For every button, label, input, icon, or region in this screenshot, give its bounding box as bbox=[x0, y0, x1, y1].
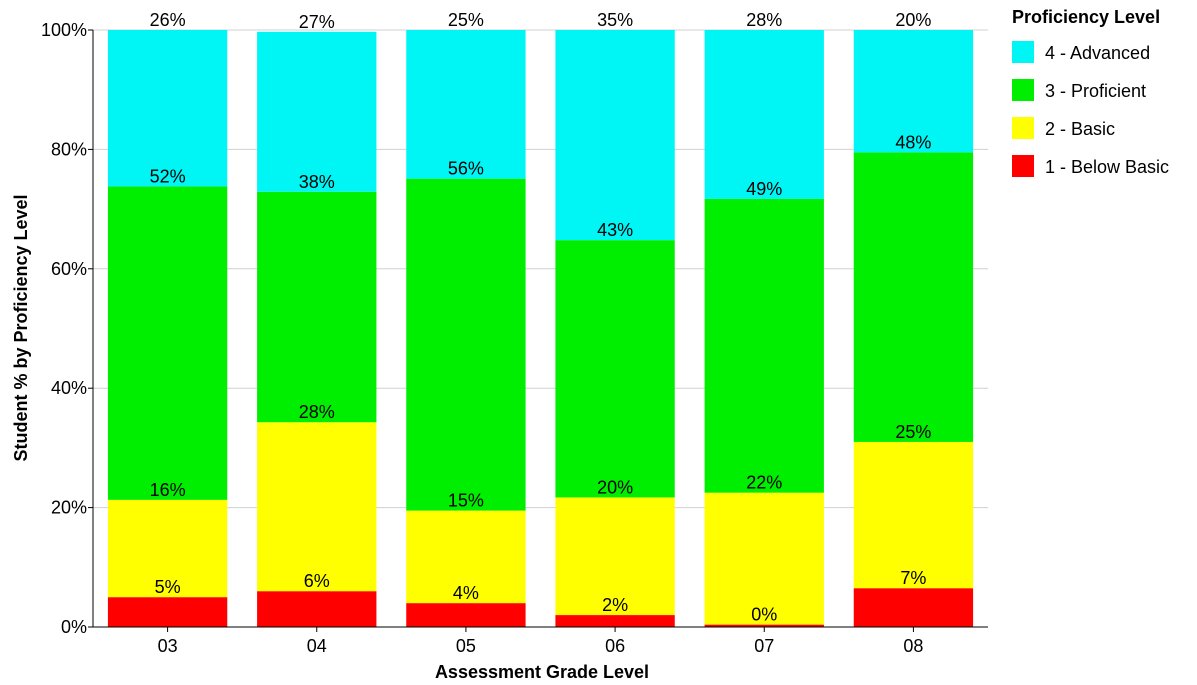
bar-segment bbox=[406, 30, 526, 179]
data-label: 15% bbox=[448, 491, 484, 511]
legend-swatch bbox=[1012, 117, 1034, 139]
bar-segment bbox=[704, 492, 824, 625]
data-label: 26% bbox=[150, 10, 186, 30]
x-tick-label: 07 bbox=[754, 636, 774, 656]
bar-segment bbox=[257, 591, 377, 627]
bar-segment bbox=[107, 186, 228, 500]
bar-segment bbox=[555, 497, 675, 616]
y-tick-label: 60% bbox=[51, 259, 87, 279]
legend: Proficiency Level 4 - Advanced 3 - Profic… bbox=[1012, 7, 1169, 177]
bar-segment bbox=[257, 191, 377, 423]
legend-label: 1 - Below Basic bbox=[1045, 157, 1169, 177]
x-tick-label: 08 bbox=[903, 636, 923, 656]
data-label: 25% bbox=[895, 422, 931, 442]
bar-segment bbox=[257, 422, 377, 592]
data-label: 27% bbox=[299, 12, 335, 32]
x-tick-label: 04 bbox=[307, 636, 327, 656]
data-label: 20% bbox=[597, 477, 633, 497]
data-label: 25% bbox=[448, 10, 484, 30]
data-label: 6% bbox=[304, 571, 330, 591]
y-tick-label: 80% bbox=[51, 139, 87, 159]
bar-segment bbox=[555, 615, 675, 627]
bar-segment bbox=[406, 510, 526, 604]
bar-segment bbox=[704, 624, 824, 627]
x-tick-label: 05 bbox=[456, 636, 476, 656]
legend-swatch bbox=[1012, 155, 1034, 177]
bar-segment bbox=[853, 441, 974, 589]
data-label: 2% bbox=[602, 595, 628, 615]
bar-segment bbox=[853, 152, 974, 442]
data-label: 4% bbox=[453, 583, 479, 603]
data-label: 49% bbox=[746, 179, 782, 199]
axes: 0% 20% 40% 60% 80% 100% 03 04 05 06 07 08 bbox=[41, 20, 988, 656]
bar-segment bbox=[257, 31, 377, 192]
data-label: 52% bbox=[150, 166, 186, 186]
data-label: 20% bbox=[895, 10, 931, 30]
legend-title: Proficiency Level bbox=[1012, 7, 1160, 27]
bar-segment bbox=[107, 597, 228, 627]
data-label: 0% bbox=[751, 605, 777, 625]
data-label: 56% bbox=[448, 159, 484, 179]
data-label: 5% bbox=[155, 577, 181, 597]
bar-segment bbox=[704, 198, 824, 493]
bars bbox=[107, 30, 974, 627]
bar-segment bbox=[107, 499, 228, 598]
data-labels: 5% 16% 52% 26% 6% 28% 38% 27% 4% 15% 56% 25% 2% 20% 43… bbox=[150, 10, 932, 625]
legend-label: 2 - Basic bbox=[1045, 119, 1115, 139]
y-tick-label: 20% bbox=[51, 498, 87, 518]
legend-label: 3 - Proficient bbox=[1045, 81, 1146, 101]
data-label: 43% bbox=[597, 220, 633, 240]
legend-label: 4 - Advanced bbox=[1045, 43, 1150, 63]
data-label: 22% bbox=[746, 473, 782, 493]
x-tick-label: 03 bbox=[158, 636, 178, 656]
bar-segment bbox=[853, 588, 974, 627]
data-label: 7% bbox=[900, 568, 926, 588]
y-tick-label: 0% bbox=[61, 617, 87, 637]
y-tick-label: 40% bbox=[51, 378, 87, 398]
data-label: 35% bbox=[597, 10, 633, 30]
x-tick-label: 06 bbox=[605, 636, 625, 656]
bar-segment bbox=[853, 30, 974, 153]
data-label: 28% bbox=[299, 402, 335, 422]
x-axis-title: Assessment Grade Level bbox=[435, 662, 649, 682]
data-label: 48% bbox=[895, 132, 931, 152]
data-label: 28% bbox=[746, 10, 782, 30]
data-label: 16% bbox=[150, 480, 186, 500]
gridlines bbox=[93, 29, 988, 509]
bar-segment bbox=[704, 30, 824, 199]
bar-segment bbox=[555, 30, 675, 241]
bar-segment bbox=[406, 603, 526, 627]
data-label: 38% bbox=[299, 172, 335, 192]
y-tick-label: 100% bbox=[41, 20, 87, 40]
legend-swatch bbox=[1012, 79, 1034, 101]
legend-swatch bbox=[1012, 41, 1034, 63]
bar-segment bbox=[406, 178, 526, 511]
bar-segment bbox=[107, 30, 228, 187]
bar-segment bbox=[555, 240, 675, 498]
y-axis-title: Student % by Proficiency Level bbox=[11, 194, 31, 461]
